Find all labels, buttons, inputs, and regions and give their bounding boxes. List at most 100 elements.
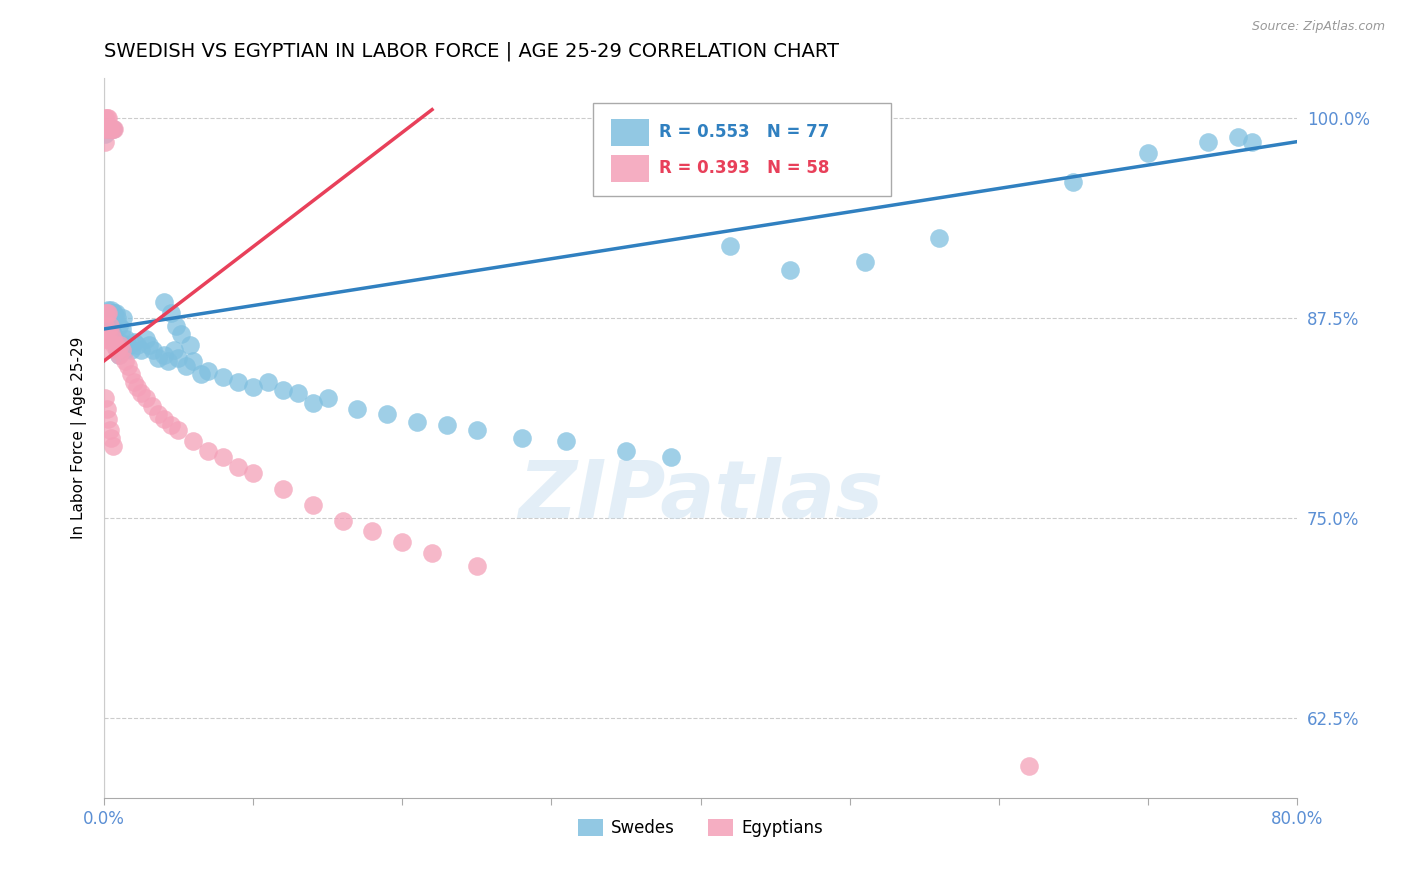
Point: [110, 338, 132, 352]
Point: [197, 363, 219, 377]
Point: [96, 402, 118, 417]
Point: [160, 306, 183, 320]
Point: [271, 383, 294, 397]
Point: [108, 348, 131, 362]
Point: [98, 423, 121, 437]
Point: [101, 306, 124, 320]
Point: [103, 332, 125, 346]
Point: [125, 338, 148, 352]
Point: [170, 326, 193, 341]
Point: [114, 354, 136, 368]
Point: [111, 343, 134, 357]
Point: [98, 318, 121, 333]
Point: [301, 498, 323, 512]
Point: [98, 318, 121, 333]
Point: [122, 375, 145, 389]
Point: [100, 121, 122, 136]
Point: [197, 443, 219, 458]
Point: [301, 395, 323, 409]
Point: [346, 402, 368, 417]
Point: [1062, 175, 1084, 189]
Point: [94, 127, 117, 141]
Point: [96, 121, 118, 136]
Point: [101, 121, 124, 136]
Point: [94, 306, 117, 320]
Point: [101, 332, 124, 346]
Point: [614, 443, 637, 458]
Point: [129, 343, 152, 357]
Point: [110, 334, 132, 349]
Point: [96, 332, 118, 346]
Point: [94, 135, 117, 149]
Point: [152, 411, 174, 425]
Point: [190, 367, 212, 381]
Point: [465, 423, 488, 437]
Point: [361, 524, 384, 538]
Point: [420, 546, 443, 560]
Point: [141, 399, 163, 413]
Text: ZIPatlas: ZIPatlas: [517, 457, 883, 534]
Point: [104, 338, 127, 352]
Point: [287, 386, 309, 401]
Point: [226, 375, 249, 389]
Point: [101, 326, 124, 341]
Point: [94, 111, 117, 125]
Point: [226, 459, 249, 474]
Point: [1018, 759, 1040, 773]
Point: [779, 262, 801, 277]
Point: [1197, 135, 1219, 149]
Point: [718, 238, 741, 252]
Point: [375, 407, 398, 421]
Point: [183, 434, 205, 448]
Point: [101, 121, 124, 136]
Point: [436, 418, 458, 433]
Point: [138, 338, 160, 352]
Point: [94, 121, 117, 136]
Point: [122, 334, 145, 349]
Point: [94, 306, 117, 320]
Point: [97, 111, 120, 125]
Text: Source: ZipAtlas.com: Source: ZipAtlas.com: [1251, 20, 1385, 33]
Legend: Swedes, Egyptians: Swedes, Egyptians: [571, 813, 830, 844]
Point: [96, 310, 118, 325]
Point: [465, 558, 488, 573]
Text: SWEDISH VS EGYPTIAN IN LABOR FORCE | AGE 25-29 CORRELATION CHART: SWEDISH VS EGYPTIAN IN LABOR FORCE | AGE…: [104, 42, 839, 62]
Point: [103, 306, 125, 320]
Text: R = 0.553   N = 77: R = 0.553 N = 77: [659, 123, 830, 141]
Point: [120, 343, 142, 357]
Point: [96, 121, 118, 136]
Point: [179, 338, 201, 352]
Point: [104, 306, 127, 320]
Point: [120, 367, 142, 381]
Point: [104, 338, 127, 352]
Point: [98, 121, 121, 136]
Point: [242, 466, 264, 480]
Point: [108, 348, 131, 362]
Point: [853, 254, 876, 268]
Point: [391, 535, 413, 549]
Point: [212, 450, 235, 464]
Point: [152, 294, 174, 309]
Point: [111, 322, 134, 336]
Point: [146, 351, 169, 365]
Point: [100, 322, 122, 336]
Point: [100, 431, 122, 445]
FancyBboxPatch shape: [612, 154, 650, 182]
Point: [117, 338, 139, 352]
Point: [97, 121, 120, 136]
Point: [105, 343, 128, 357]
Point: [105, 343, 128, 357]
Point: [142, 343, 165, 357]
Point: [114, 343, 136, 357]
Point: [212, 370, 235, 384]
Point: [271, 482, 294, 496]
Point: [97, 316, 120, 330]
Point: [100, 302, 122, 317]
Point: [97, 306, 120, 320]
Point: [97, 326, 120, 341]
Point: [97, 411, 120, 425]
Point: [100, 121, 122, 136]
Point: [125, 379, 148, 393]
Point: [316, 391, 339, 405]
Point: [105, 310, 128, 325]
